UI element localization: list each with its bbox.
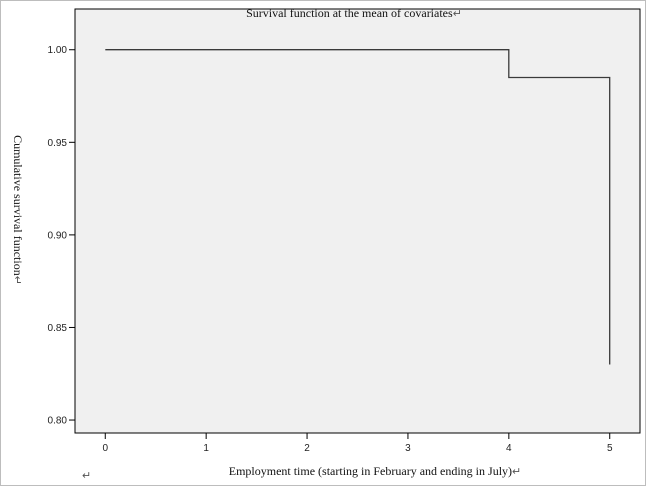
y-axis-title: Cumulative survival function↵ [11, 135, 25, 285]
y-tick-label: 0.85 [48, 323, 68, 334]
xlabel-paragraph-mark: ↵ [512, 466, 521, 478]
ylabel-paragraph-mark: ↵ [11, 276, 23, 285]
plot-area [74, 8, 641, 434]
survival-step-line [105, 49, 611, 365]
x-tick-label: 3 [405, 443, 411, 454]
x-tick-label: 5 [607, 443, 613, 454]
x-tick-label: 1 [203, 443, 209, 454]
y-tick-label: 0.90 [48, 230, 68, 241]
x-tick-label: 4 [506, 443, 512, 454]
title-paragraph-mark: ↵ [453, 8, 462, 20]
y-tick-label: 0.80 [48, 416, 68, 427]
x-axis: 0 1 2 3 4 5 [102, 433, 613, 454]
x-tick-label: 0 [102, 443, 108, 454]
y-axis: 0.80 0.85 0.90 0.95 1.00 [48, 45, 75, 427]
chart-title: Survival function at the mean of covaria… [246, 6, 462, 20]
y-tick-label: 1.00 [48, 45, 68, 56]
y-tick-label: 0.95 [48, 138, 68, 149]
x-axis-title: Employment time (starting in February an… [229, 464, 522, 478]
corner-paragraph-mark: ↵ [82, 470, 91, 482]
x-tick-label: 2 [304, 443, 310, 454]
